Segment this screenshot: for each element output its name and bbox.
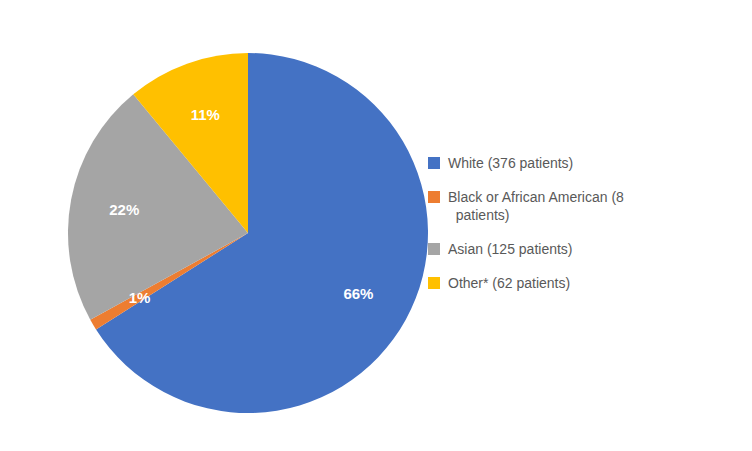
- html-text:White (376 patients): White (376 patients): [448, 155, 574, 171]
- html-text:Other* (62 patients): Other* (62 patients): [448, 275, 571, 291]
- svg-text:1%: 1%: [129, 289, 151, 306]
- html-text:Asian (125 patients): Asian (125 patients): [448, 241, 573, 257]
- svg-text:66%: 66%: [343, 285, 373, 302]
- svg-text:11%: 11%: [191, 106, 220, 123]
- svg-text:22%: 22%: [109, 201, 139, 218]
- html-text:Black or African American (8 p: Black or African American (8 patients): [448, 189, 624, 223]
